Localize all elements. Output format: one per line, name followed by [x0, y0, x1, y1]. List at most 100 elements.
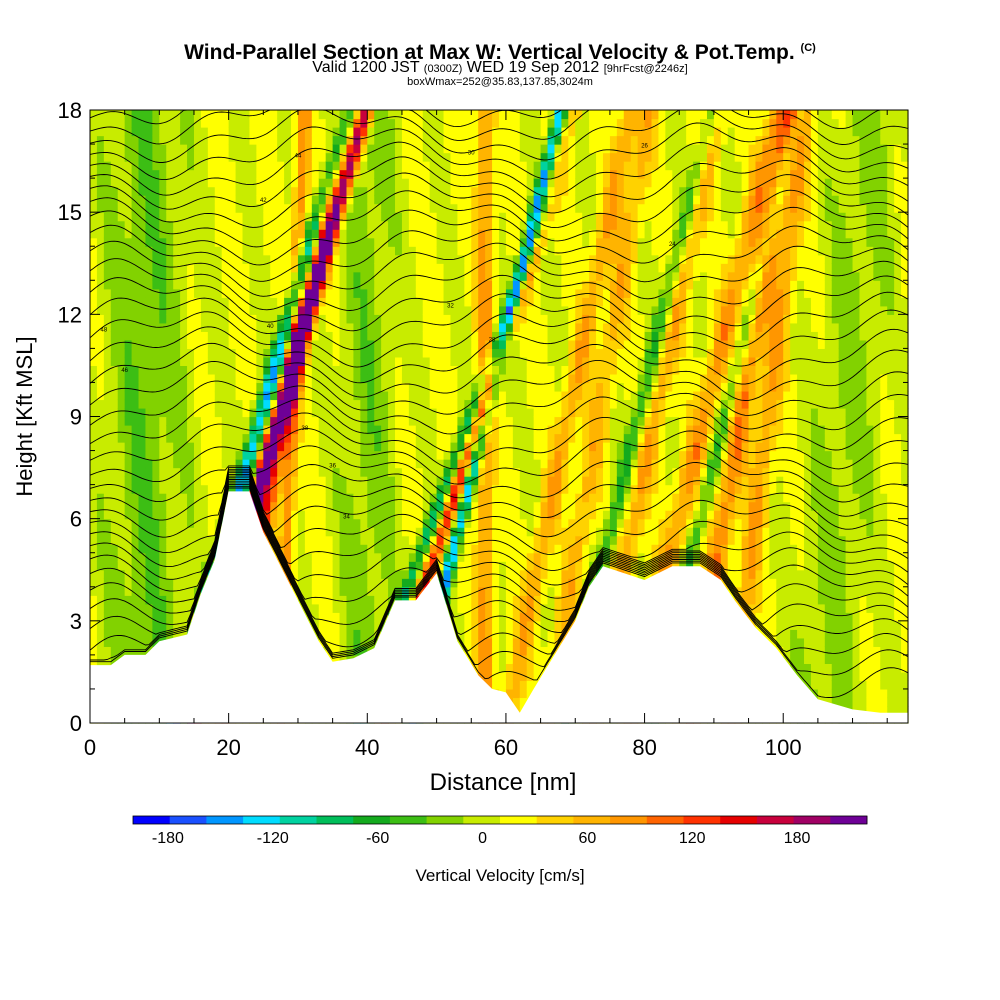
velocity-cell — [533, 212, 542, 222]
velocity-cell — [464, 144, 472, 154]
velocity-cell — [96, 603, 105, 613]
velocity-cell — [90, 203, 98, 213]
velocity-cell — [346, 203, 355, 213]
velocity-cell — [533, 356, 542, 367]
velocity-cell — [200, 246, 209, 256]
velocity-cell — [485, 663, 493, 673]
velocity-cell — [422, 399, 431, 409]
velocity-cell — [429, 390, 438, 401]
velocity-cell — [318, 127, 327, 137]
velocity-cell — [256, 442, 264, 452]
velocity-cell — [332, 586, 341, 596]
velocity-cell — [187, 152, 195, 162]
velocity-cell — [478, 280, 486, 290]
velocity-cell — [325, 518, 334, 528]
velocity-cell — [270, 135, 278, 145]
velocity-cell — [291, 305, 299, 315]
velocity-cell — [388, 314, 396, 324]
velocity-cell — [367, 305, 375, 315]
velocity-cell — [187, 161, 195, 171]
velocity-cell — [173, 331, 181, 341]
velocity-cell — [450, 237, 458, 247]
velocity-cell — [311, 476, 320, 486]
velocity-cell — [353, 612, 361, 622]
velocity-cell — [180, 280, 188, 290]
velocity-cell — [519, 476, 528, 486]
velocity-cell — [367, 425, 375, 435]
velocity-cell — [346, 569, 355, 579]
velocity-cell — [131, 322, 140, 332]
velocity-cell — [540, 382, 549, 392]
velocity-cell — [450, 544, 458, 554]
velocity-cell — [339, 561, 348, 571]
velocity-cell — [533, 510, 542, 520]
velocity-cell — [221, 246, 230, 256]
velocity-cell — [325, 365, 334, 375]
velocity-cell — [193, 322, 202, 332]
velocity-cell — [90, 595, 98, 605]
velocity-cell — [90, 305, 98, 315]
velocity-cell — [367, 544, 375, 554]
velocity-cell — [332, 322, 341, 332]
velocity-cell — [228, 118, 237, 128]
velocity-cell — [325, 127, 334, 137]
velocity-cell — [325, 161, 334, 171]
velocity-cell — [360, 280, 368, 290]
velocity-cell — [117, 578, 126, 588]
velocity-cell — [547, 416, 556, 426]
velocity-cell — [408, 322, 417, 332]
velocity-cell — [325, 271, 334, 281]
velocity-cell — [131, 220, 140, 230]
velocity-cell — [436, 518, 445, 528]
velocity-cell — [547, 118, 556, 128]
velocity-cell — [173, 271, 181, 281]
velocity-cell — [110, 382, 119, 392]
velocity-cell — [131, 314, 140, 324]
velocity-cell — [124, 544, 133, 554]
velocity-cell — [512, 595, 521, 605]
velocity-cell — [360, 407, 368, 418]
velocity-cell — [367, 603, 375, 613]
velocity-cell — [547, 178, 556, 188]
velocity-cell — [408, 305, 417, 315]
velocity-cell — [228, 152, 237, 162]
velocity-cell — [478, 544, 486, 554]
velocity-cell — [221, 110, 230, 120]
velocity-cell — [360, 416, 368, 426]
velocity-cell — [346, 484, 355, 494]
velocity-cell — [256, 425, 264, 435]
velocity-cell — [145, 229, 153, 239]
velocity-cell — [325, 254, 334, 264]
velocity-cell — [561, 407, 569, 418]
velocity-cell — [554, 373, 562, 384]
velocity-cell — [96, 348, 105, 358]
velocity-cell — [554, 450, 562, 460]
velocity-cell — [180, 416, 188, 426]
velocity-cell — [533, 390, 542, 401]
velocity-cell — [401, 467, 410, 477]
velocity-cell — [429, 373, 438, 384]
velocity-cell — [374, 297, 382, 307]
velocity-cell — [485, 637, 493, 647]
velocity-cell — [297, 186, 306, 196]
velocity-cell — [339, 186, 348, 196]
velocity-cell — [214, 484, 223, 494]
velocity-cell — [443, 467, 452, 477]
velocity-cell — [207, 510, 216, 520]
velocity-cell — [145, 510, 153, 520]
velocity-cell — [270, 407, 278, 418]
velocity-cell — [228, 220, 237, 230]
velocity-cell — [485, 671, 493, 682]
velocity-cell — [284, 263, 292, 273]
velocity-cell — [242, 288, 251, 298]
velocity-cell — [367, 382, 375, 392]
velocity-cell — [443, 263, 452, 273]
velocity-cell — [110, 144, 119, 154]
velocity-cell — [415, 152, 424, 162]
velocity-cell — [422, 356, 431, 367]
velocity-cell — [422, 433, 431, 443]
velocity-cell — [242, 365, 251, 375]
velocity-cell — [187, 229, 195, 239]
velocity-cell — [221, 152, 230, 162]
velocity-cell — [117, 331, 126, 341]
